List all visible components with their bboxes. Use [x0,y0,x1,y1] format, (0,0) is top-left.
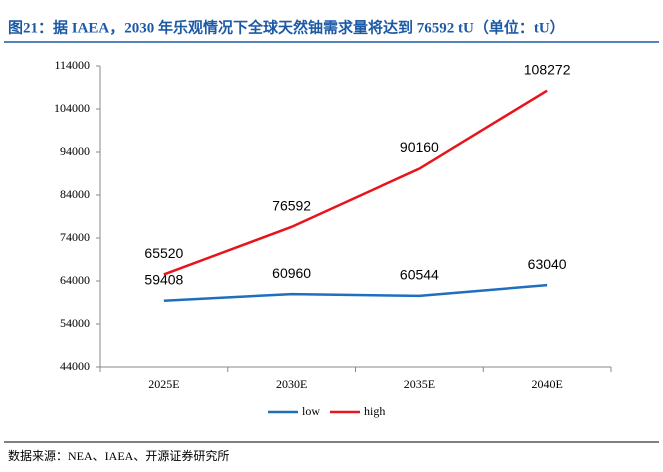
y-tick-label: 74000 [60,230,90,244]
data-label: 90160 [400,139,439,155]
data-label: 60960 [272,265,311,281]
y-tick-label: 84000 [60,187,90,201]
legend-label: high [364,404,385,418]
x-tick-label: 2025E [148,377,179,391]
data-label: 76592 [272,198,311,214]
x-tick-label: 2040E [531,377,562,391]
x-tick-label: 2035E [404,377,435,391]
line-series [163,89,548,276]
y-tick-label: 104000 [54,101,90,115]
y-tick-label: 44000 [60,359,90,373]
data-label: 108272 [524,61,571,77]
y-tick-label: 94000 [60,144,90,158]
data-label: 60544 [400,267,439,283]
y-tick-label: 114000 [54,58,90,72]
source: 数据来源：NEA、IAEA、开源证券研究所 [8,448,229,463]
chart-title: 图21：据 IAEA，2030 年乐观情况下全球天然铀需求量将达到 76592 … [8,18,565,36]
legend-label: low [302,404,320,418]
x-tick-label: 2030E [276,377,307,391]
data-label: 63040 [528,256,567,272]
data-label: 59408 [144,271,183,287]
data-label: 65520 [144,245,183,261]
y-tick-label: 54000 [60,316,90,330]
y-tick-label: 64000 [60,273,90,287]
line-series [163,283,548,302]
